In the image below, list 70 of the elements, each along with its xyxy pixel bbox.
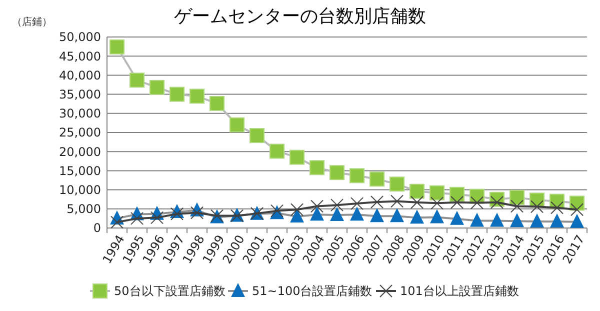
point [190, 206, 204, 220]
y-tick-label: 50,000 [59, 30, 101, 44]
point [230, 117, 244, 132]
legend-label: 101台以上設置店鋪数 [400, 284, 519, 298]
point [530, 200, 544, 214]
y-tick-label: 30,000 [59, 106, 101, 121]
point [270, 144, 284, 159]
point [430, 209, 444, 224]
point [350, 168, 364, 184]
y-tick-label: 15,000 [59, 164, 101, 178]
point [290, 203, 304, 216]
point [450, 196, 464, 209]
y-tick-label: 10,000 [59, 183, 101, 197]
point [290, 208, 304, 223]
point [490, 212, 504, 227]
point [510, 200, 524, 213]
point [470, 212, 484, 227]
legend-label: 50台以下設置店鋪数 [114, 284, 226, 298]
point [350, 197, 364, 210]
point [470, 196, 484, 210]
point [130, 72, 144, 88]
legend-label: 51~100台設置店鋪数 [252, 284, 372, 298]
point [250, 128, 264, 144]
point [210, 96, 224, 111]
point [170, 207, 184, 220]
point [550, 214, 564, 228]
point [310, 206, 324, 221]
point [310, 160, 324, 176]
y-tick-label: 25,000 [59, 126, 101, 140]
y-axis-title: （店鋪） [12, 16, 52, 28]
point [390, 176, 404, 192]
point [370, 172, 384, 187]
y-tick-label: 20,000 [59, 144, 101, 159]
point [410, 210, 424, 224]
point [330, 198, 344, 212]
point [450, 210, 464, 225]
point [490, 196, 504, 209]
y-tick-label: 40,000 [59, 68, 101, 82]
point [190, 88, 204, 104]
point [550, 201, 564, 214]
point [310, 200, 324, 213]
y-tick-label: 5,000 [66, 202, 101, 216]
point [150, 211, 164, 224]
point [370, 208, 384, 222]
point [330, 207, 344, 222]
point [150, 80, 164, 95]
y-tick-label: 0 [93, 221, 101, 236]
point [570, 214, 584, 228]
point [390, 194, 404, 208]
point [110, 39, 124, 54]
point [430, 196, 444, 210]
point [330, 165, 344, 180]
point [570, 203, 584, 216]
chart-title: ゲームセンターの台数別店舗数 [174, 6, 426, 27]
point [130, 212, 144, 225]
point [430, 185, 444, 200]
point [170, 86, 184, 102]
point [350, 206, 364, 221]
point [290, 150, 304, 165]
point [510, 190, 524, 205]
point [370, 196, 384, 209]
point [110, 216, 124, 229]
point [450, 186, 464, 202]
point [510, 213, 524, 228]
y-tick-label: 35,000 [59, 88, 101, 102]
point [530, 214, 544, 228]
point [410, 196, 424, 209]
point [390, 208, 404, 222]
point [410, 184, 424, 199]
y-tick-label: 45,000 [59, 49, 101, 64]
